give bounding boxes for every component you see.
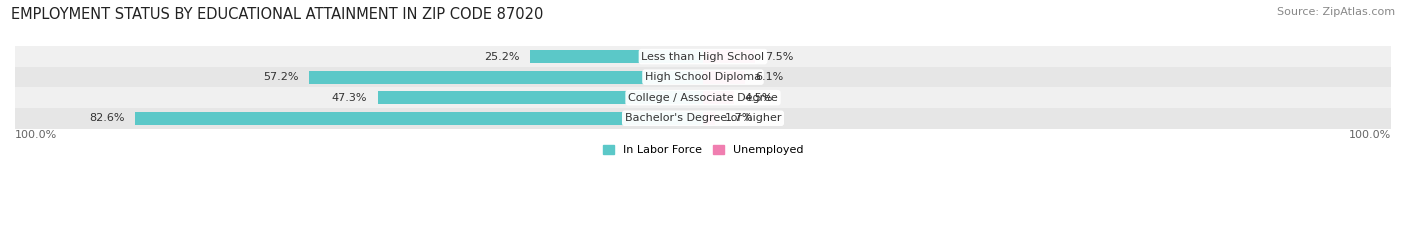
Text: 47.3%: 47.3% [332, 93, 367, 103]
Text: High School Diploma: High School Diploma [645, 72, 761, 82]
Bar [703, 91, 734, 104]
Text: 82.6%: 82.6% [89, 113, 124, 123]
Bar [703, 50, 755, 63]
Legend: In Labor Force, Unemployed: In Labor Force, Unemployed [598, 140, 808, 159]
Text: 57.2%: 57.2% [264, 72, 299, 82]
Bar [703, 71, 745, 83]
Text: 100.0%: 100.0% [15, 130, 58, 140]
Bar [703, 112, 714, 125]
Text: Bachelor's Degree or higher: Bachelor's Degree or higher [624, 113, 782, 123]
Bar [530, 50, 703, 63]
Bar [15, 67, 1391, 87]
Text: 7.5%: 7.5% [765, 51, 793, 62]
Bar [378, 91, 703, 104]
Bar [15, 108, 1391, 129]
Bar [309, 71, 703, 83]
Text: EMPLOYMENT STATUS BY EDUCATIONAL ATTAINMENT IN ZIP CODE 87020: EMPLOYMENT STATUS BY EDUCATIONAL ATTAINM… [11, 7, 544, 22]
Text: 4.5%: 4.5% [744, 93, 773, 103]
Text: Source: ZipAtlas.com: Source: ZipAtlas.com [1277, 7, 1395, 17]
Text: Less than High School: Less than High School [641, 51, 765, 62]
Text: 6.1%: 6.1% [755, 72, 783, 82]
Text: College / Associate Degree: College / Associate Degree [628, 93, 778, 103]
Text: 1.7%: 1.7% [725, 113, 754, 123]
Bar [15, 46, 1391, 67]
Text: 25.2%: 25.2% [484, 51, 519, 62]
Bar [135, 112, 703, 125]
Bar [15, 87, 1391, 108]
Text: 100.0%: 100.0% [1348, 130, 1391, 140]
